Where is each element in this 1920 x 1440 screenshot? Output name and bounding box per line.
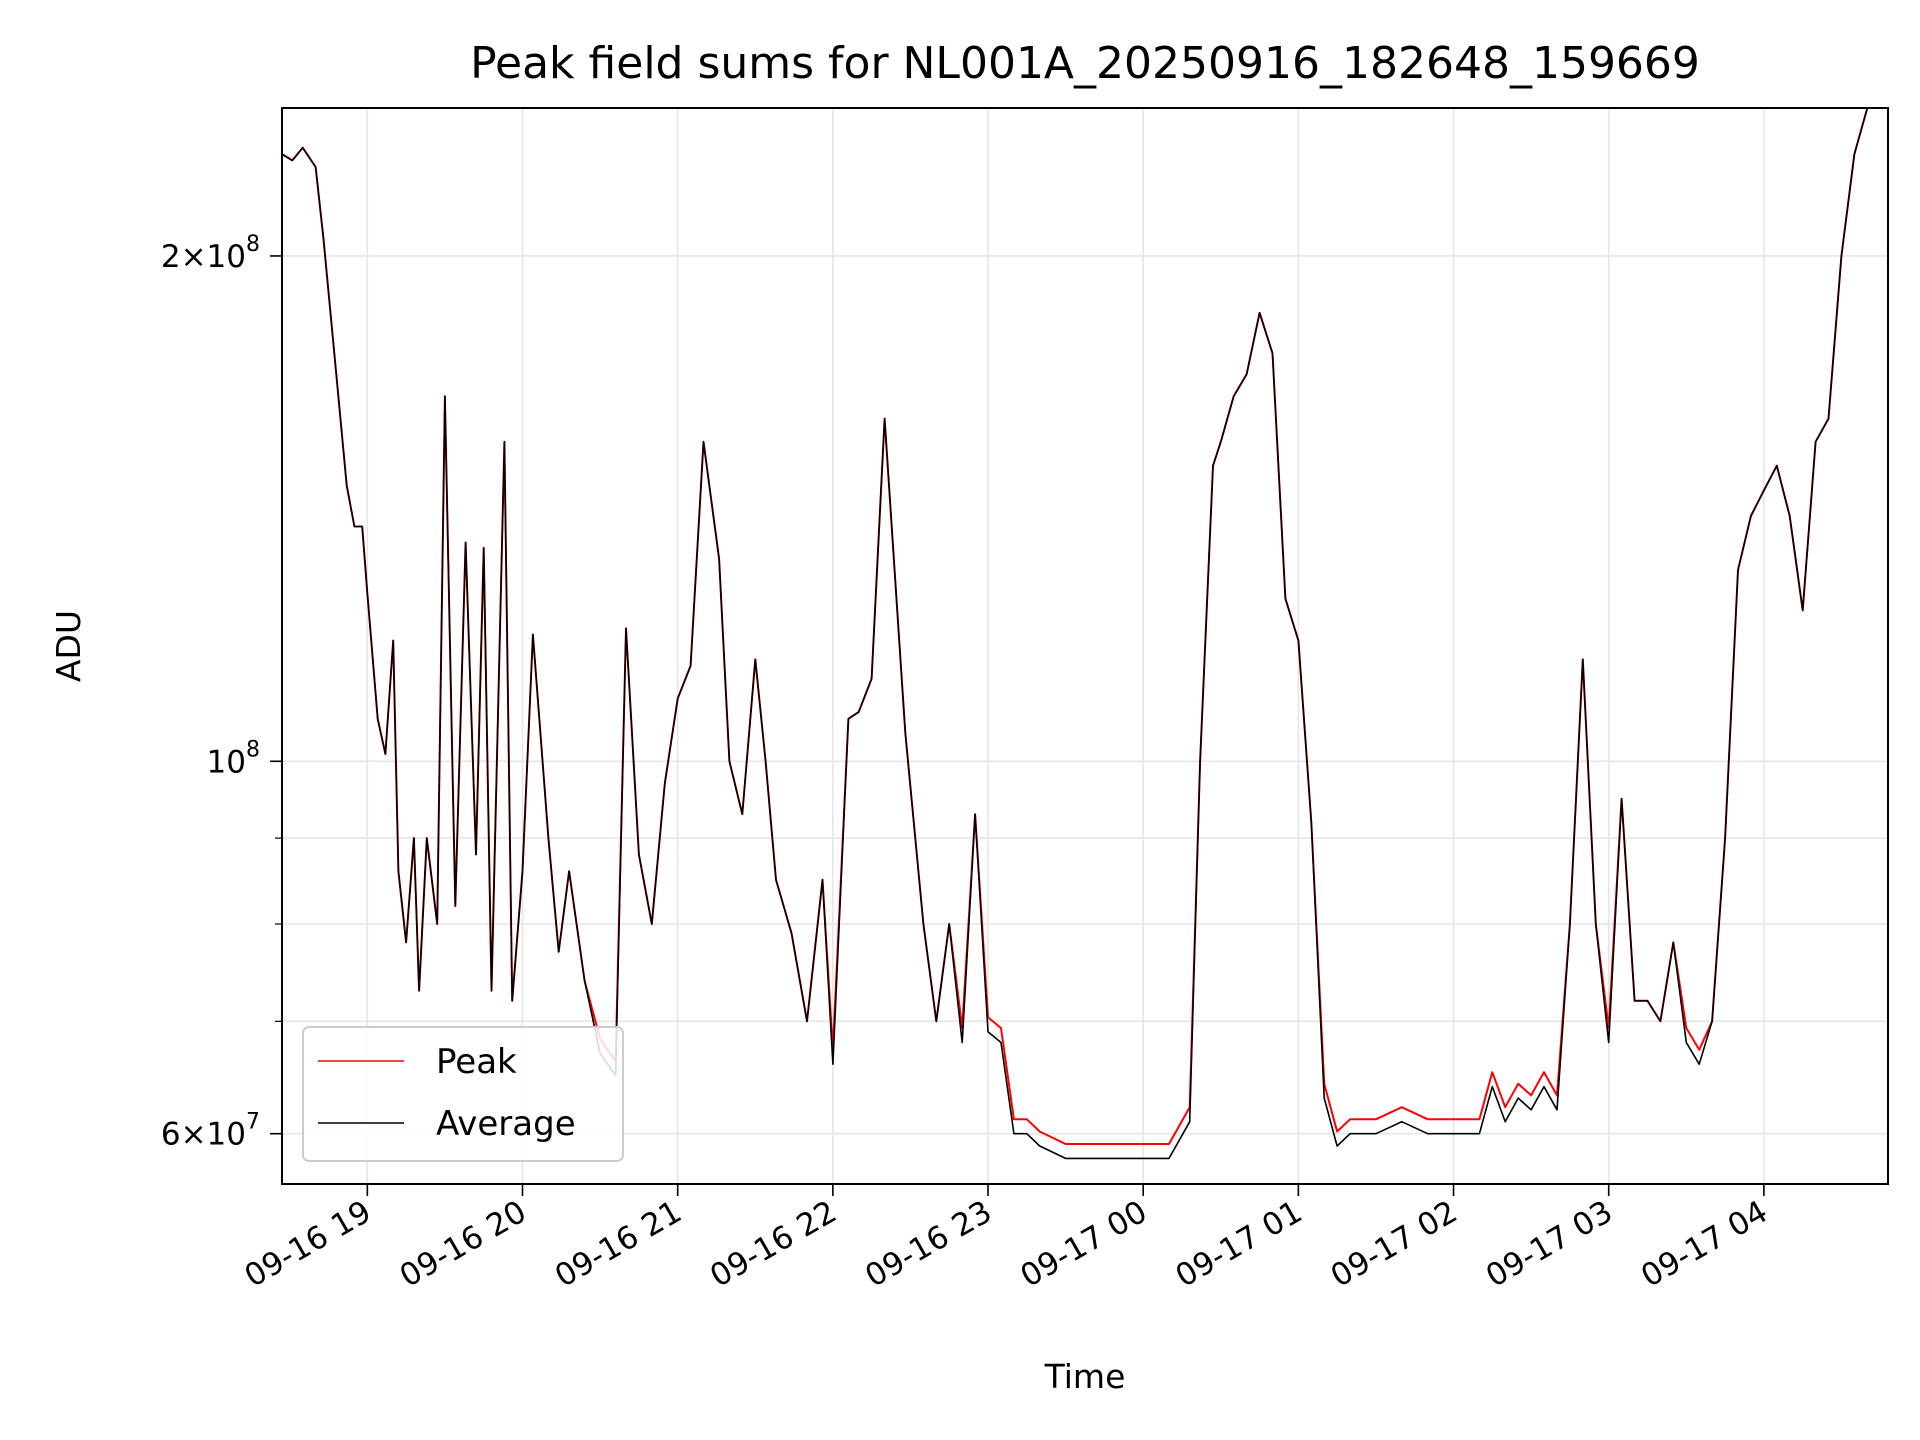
y-tick-times: × (181, 239, 207, 275)
legend-label-peak: Peak (436, 1042, 517, 1082)
y-tick-label: 6×107 (161, 1110, 260, 1153)
y-tick-mantissa: 2 (161, 239, 181, 275)
legend-label-average: Average (436, 1104, 576, 1144)
chart-title: Peak field sums for NL001A_20250916_1826… (470, 38, 1700, 89)
plot-lines (281, 107, 1888, 1160)
y-tick-times: × (181, 1117, 207, 1153)
y-tick-mantissa: 6 (161, 1117, 181, 1153)
y-tick-exponent: 7 (246, 1110, 260, 1135)
x-axis-label: Time (1044, 1357, 1126, 1396)
y-tick-exponent: 8 (246, 737, 260, 762)
grid (282, 108, 1888, 1184)
legend: Peak Average (302, 1026, 624, 1162)
y-tick-base: 10 (207, 744, 246, 780)
y-tick-base: 10 (207, 1117, 246, 1153)
series-line-average (281, 107, 1888, 1160)
y-tick-exponent: 8 (246, 232, 260, 257)
y-axis-label: ADU (49, 610, 88, 682)
y-tick-base: 10 (207, 239, 246, 275)
y-tick-label: 108 (207, 737, 260, 780)
y-tick-label: 2×108 (161, 232, 260, 275)
plot-frame (281, 107, 1889, 1185)
